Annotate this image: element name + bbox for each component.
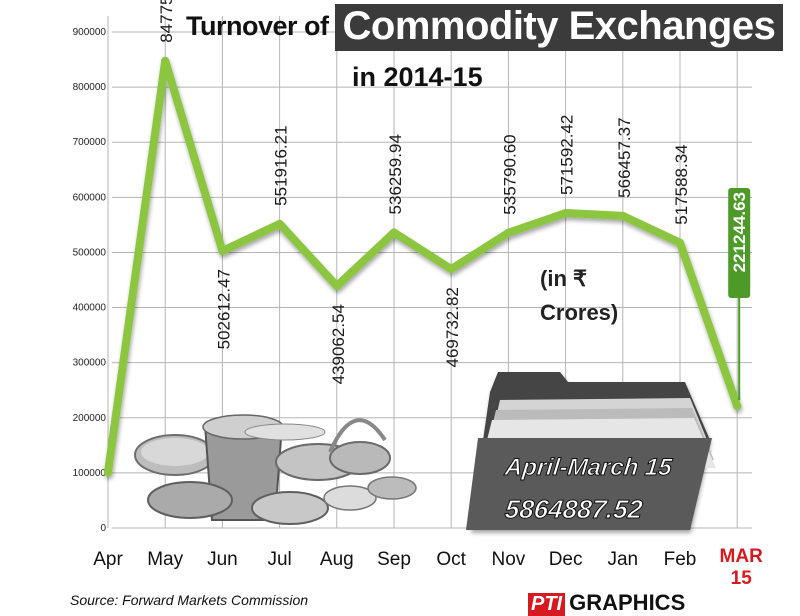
data-point: [618, 211, 627, 220]
x-tick-label: 15: [731, 568, 753, 589]
source-note: Source: Forward Markets Commission: [70, 592, 309, 608]
data-label: 439062.54: [329, 304, 348, 384]
data-label: 221244.63: [730, 192, 749, 272]
data-point: [161, 56, 170, 65]
x-tick-label: Apr: [93, 549, 123, 570]
x-tick-label: May: [147, 549, 183, 570]
title-part-1: Turnover of: [186, 11, 329, 41]
data-point: [390, 228, 398, 237]
data-label: 566457.37: [615, 117, 634, 197]
y-tick-label: 100000: [73, 468, 107, 479]
x-tick-label: MAR: [720, 546, 764, 567]
x-tick-label: Aug: [320, 549, 354, 570]
data-label: 502612.47: [214, 269, 233, 349]
y-tick-label: 300000: [73, 358, 107, 369]
chart-subtitle: in 2014-15: [352, 62, 483, 92]
x-tick-label: Dec: [549, 549, 583, 570]
y-tick-label: 500000: [73, 247, 107, 258]
x-tick-label: Sep: [377, 549, 411, 570]
folder-icon: [466, 372, 716, 530]
data-point: [733, 402, 742, 411]
data-label: 535790.60: [500, 134, 519, 214]
grain-sacks-illustration: [134, 414, 417, 525]
summary-value: 5864887.52: [503, 494, 645, 525]
data-label: 847758.04: [157, 0, 176, 43]
x-tick-label: Oct: [436, 549, 466, 570]
x-tick-label: Feb: [664, 549, 697, 570]
summary-label: April-March 15: [503, 454, 674, 482]
credit-brand: PTI: [528, 593, 566, 616]
data-point: [561, 208, 570, 217]
data-points: [104, 56, 742, 477]
x-tick-label: Jul: [267, 549, 291, 570]
last-label-box: [728, 188, 751, 298]
x-tick-label: Jan: [607, 549, 638, 570]
y-tick-label: 0: [100, 523, 106, 534]
data-point: [332, 282, 341, 291]
series-line: [104, 56, 742, 477]
data-point: [504, 228, 513, 237]
data-point: [275, 219, 284, 228]
title-part-2: Commodity Exchanges: [334, 4, 784, 51]
y-axis-ticks: 0 100000 200000 300000 400000 500000 600000 700…: [73, 27, 107, 534]
data-point: [676, 238, 684, 247]
data-label: 517588.34: [672, 144, 691, 224]
y-tick-label: 200000: [73, 413, 107, 424]
data-point: [218, 247, 227, 256]
y-tick-label: 400000: [73, 303, 107, 314]
data-point: [447, 265, 456, 274]
data-label: 536259.94: [386, 134, 405, 214]
chart-title: Turnover of Commodity Exchanges: [186, 4, 784, 51]
credit: PTI GRAPHICS: [528, 590, 685, 616]
data-label: 551916.21: [272, 125, 291, 205]
data-label: 571592.42: [558, 115, 577, 195]
unit-note: (in ₹ Crores): [540, 266, 619, 325]
y-tick-label: 700000: [73, 137, 107, 148]
y-tick-label: 900000: [73, 27, 107, 38]
data-labels: 847758.04 502612.47 551916.21 439062.54 5362…: [157, 0, 751, 401]
data-point: [104, 468, 112, 477]
x-tick-label: Nov: [492, 549, 526, 570]
credit-text: GRAPHICS: [569, 590, 686, 615]
data-label: 469732.82: [443, 287, 462, 367]
y-tick-label: 800000: [73, 82, 107, 93]
x-tick-label: Jun: [207, 549, 238, 570]
y-tick-label: 600000: [73, 192, 107, 203]
